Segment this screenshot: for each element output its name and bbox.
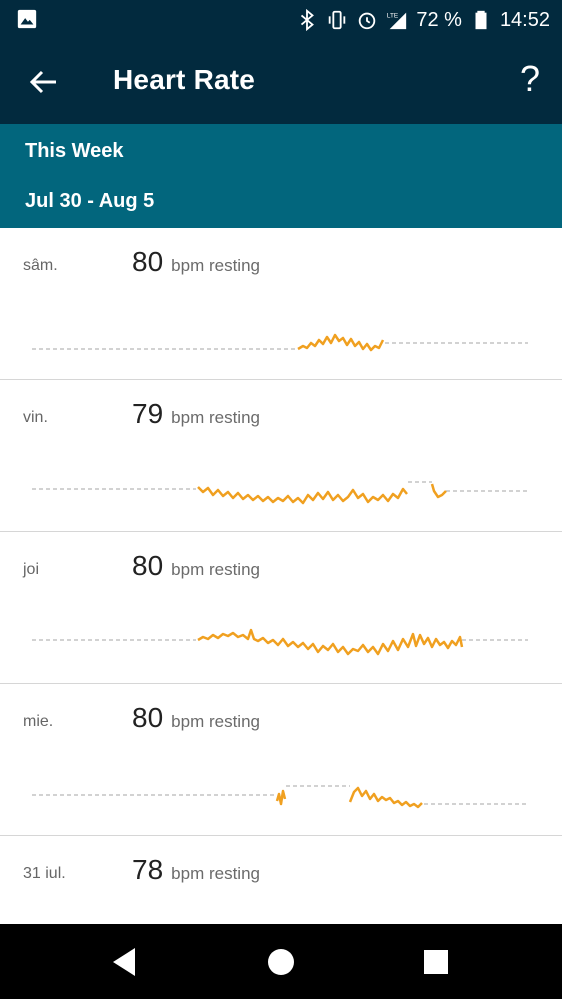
heart-rate-trace [348,786,423,809]
day-label: vin. [23,409,48,426]
bpm-unit: bpm resting [171,864,260,883]
heart-rate-sparkline [32,628,528,656]
back-triangle-icon[interactable] [105,942,145,982]
help-button[interactable]: ? [519,58,540,99]
bpm-unit: bpm resting [171,256,260,275]
resting-bpm: 78 bpm resting [132,854,260,886]
resting-bpm: 80 bpm resting [132,550,260,582]
bpm-value: 80 [132,550,164,581]
resting-bpm: 80 bpm resting [132,246,260,278]
heart-rate-trace-tail [430,483,447,499]
day-row[interactable]: joi 80 bpm resting [0,532,562,684]
home-circle-icon[interactable] [261,942,301,982]
app-bar: Heart Rate ? [0,40,562,124]
date-range: Jul 30 - Aug 5 [25,190,155,212]
day-row[interactable]: 31 iul. 78 bpm resting [0,836,562,924]
day-label: 31 iul. [23,865,66,882]
bluetooth-icon [301,9,315,31]
bpm-value: 80 [132,702,164,733]
bpm-unit: bpm resting [171,712,260,731]
bpm-unit: bpm resting [171,560,260,579]
heart-rate-trace [197,486,408,505]
daily-heart-rate-list: sâm. 80 bpm resting vin. 79 bpm resting jo… [0,228,562,924]
arrow-left-icon[interactable] [22,60,66,104]
image-icon [17,9,37,29]
bpm-unit: bpm resting [171,408,260,427]
svg-text:LTE: LTE [387,12,398,19]
recents-square-icon[interactable] [416,942,456,982]
bpm-value: 78 [132,854,164,885]
week-header: This Week Jul 30 - Aug 5 [0,124,562,228]
battery-icon [475,10,487,30]
system-nav-bar [0,924,562,999]
heart-rate-sparkline [32,333,528,352]
heart-rate-trace [297,333,385,352]
alarm-icon [359,12,376,30]
day-row[interactable]: sâm. 80 bpm resting [0,228,562,380]
heart-rate-trace-short [275,789,287,806]
status-time: 14:52 [499,8,550,31]
lte-signal-icon: LTE [387,12,407,30]
day-label: sâm. [23,257,58,274]
bpm-value: 80 [132,246,164,277]
resting-bpm: 79 bpm resting [132,398,260,430]
day-row[interactable]: vin. 79 bpm resting [0,380,562,532]
status-icons: LTE 72 % 14:52 [296,0,550,40]
heart-rate-sparkline [32,785,528,809]
bpm-value: 79 [132,398,164,429]
day-label: mie. [23,713,54,730]
week-label: This Week [25,140,124,162]
heart-rate-trace [197,628,464,656]
day-label: joi [23,561,40,578]
battery-percent: 72 % [416,8,462,31]
day-row[interactable]: mie. 80 bpm resting [0,684,562,836]
heart-rate-sparkline [32,481,528,505]
resting-bpm: 80 bpm resting [132,702,260,734]
vibrate-icon [329,10,346,30]
page-title: Heart Rate [113,64,256,95]
status-bar: LTE 72 % 14:52 [0,0,562,40]
